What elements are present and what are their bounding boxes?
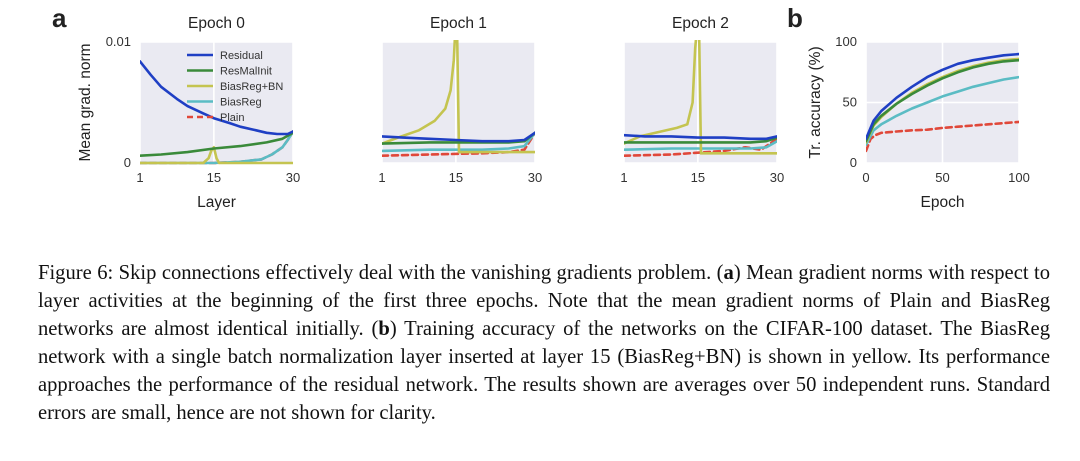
chart-panel-1: 1 15 30 0 0.01 Epoch 0 Layer Mean grad. norm Res… [77,15,300,211]
chart-panel-3: 1 15 30 Epoch 2 [620,15,784,185]
chart-title: Epoch 0 [188,15,245,32]
caption-label-b: b [378,318,390,340]
y-tick-label: 100 [835,34,857,49]
series-group [382,40,535,157]
series-line-residual [382,131,535,143]
panel-label-a: a [52,3,67,33]
caption-part-b: ) Training accuracy of the networks on t… [38,318,1050,424]
series-group [624,40,777,157]
x-tick-label: 30 [770,170,784,185]
x-tick-label: 30 [286,170,300,185]
series-line-biasreg-bn [382,40,535,154]
x-axis-label: Epoch [921,194,965,211]
series-line-biasreg [624,139,777,151]
series-line-plain [866,120,1019,153]
y-axis-label: Tr. accuracy (%) [807,46,824,158]
series-line-residual [624,133,777,141]
y-tick-label: 50 [843,95,857,110]
x-tick-label: 50 [935,170,949,185]
series-line-resmalinit [866,58,1019,143]
y-axis-label: Mean grad. norm [77,43,94,161]
charts: 1 15 30 0 0.01 Epoch 0 Layer Mean grad. norm Res… [77,15,1030,211]
panel-label-b: b [787,3,803,33]
series-line-biasreg-bn [624,40,777,155]
y-tick-label: 0 [124,155,131,170]
legend-label: BiasReg+BN [220,81,283,93]
series-line-biasreg [382,131,535,153]
series-line-resmalinit [624,136,777,144]
series-line-biasreg [866,75,1019,147]
x-tick-label: 1 [136,170,143,185]
series-line-residual [866,52,1019,141]
chart-title: Epoch 1 [430,15,487,32]
y-tick-label: 0 [850,155,857,170]
caption-part-a: ) Mean gradient norms with respect to la… [38,262,1050,340]
plot-background [140,42,293,163]
series-line-residual [140,60,293,136]
series-group [140,60,293,165]
x-tick-label: 15 [207,170,221,185]
chart-panel-4: 0 50 100 0 50 100 Epoch Tr. accuracy (%) [807,34,1030,211]
series-line-resmalinit [140,131,293,157]
x-tick-label: 100 [1008,170,1030,185]
chart-panel-2: 1 15 30 Epoch 1 [378,15,542,185]
caption-prefix: Figure 6: Skip connections effectively d… [38,262,724,284]
x-axis-label: Layer [197,194,236,211]
chart-title: Epoch 2 [672,15,729,32]
x-tick-label: 30 [528,170,542,185]
series-group [866,52,1019,153]
x-tick-label: 1 [620,170,627,185]
legend: Residual ResMalInit BiasReg+BN BiasReg Plain [187,50,283,124]
legend-label: Plain [220,112,244,124]
x-tick-label: 15 [691,170,705,185]
figure-caption: Figure 6: Skip connections effectively d… [38,259,1050,427]
legend-label: ResMalInit [220,66,272,78]
x-tick-label: 15 [449,170,463,185]
x-tick-label: 1 [378,170,385,185]
legend-label: Residual [220,50,263,62]
y-tick-label: 0.01 [106,34,131,49]
caption-label-a: a [723,262,734,284]
x-tick-label: 0 [862,170,869,185]
figure: a b 1 15 30 0 0.01 Epoch 0 Layer Mean grad. nor… [52,3,1030,211]
legend-label: BiasReg [220,97,262,109]
